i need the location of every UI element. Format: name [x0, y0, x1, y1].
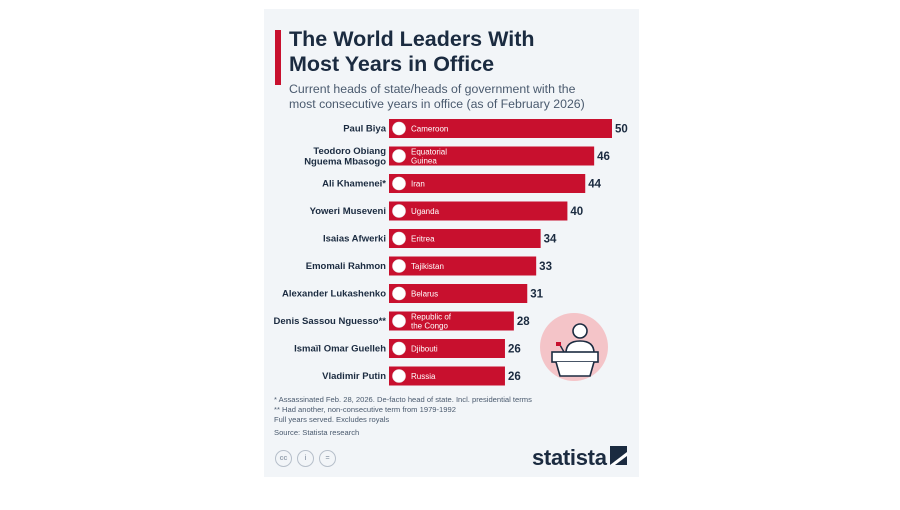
chart-title: The World Leaders With Most Years in Off…: [289, 27, 629, 77]
country-label: Tajikistan: [411, 262, 444, 271]
bar-row: Ali Khamenei* Iran 44: [322, 174, 602, 193]
bar-row: Isaias Afwerki Eritrea 34: [323, 229, 557, 248]
bar-value: 33: [539, 261, 552, 273]
subtitle-line-1: Current heads of state/heads of governme…: [289, 82, 576, 96]
leader-name: Denis Sassou Nguesso**: [274, 316, 387, 327]
flag-icon: [392, 314, 406, 328]
flag-icon: [392, 259, 406, 273]
flag-icon: [392, 369, 406, 383]
footnotes: * Assassinated Feb. 28, 2026. De-facto h…: [274, 395, 532, 438]
bar-value: 40: [570, 206, 583, 218]
bar-row: Emomali Rahmon Tajikistan 33: [306, 256, 552, 276]
country-label: Iran: [411, 179, 425, 188]
footnote-assassinated: * Assassinated Feb. 28, 2026. De-facto h…: [274, 395, 532, 404]
bar-chart: Paul Biya Cameroon 50 Teodoro Obiang Nguema …: [274, 119, 628, 386]
bar-value: 28: [517, 316, 530, 328]
country-label: Uganda: [411, 207, 440, 216]
country-label: Belarus: [411, 289, 438, 298]
statista-logo[interactable]: statista: [532, 445, 607, 470]
bar: [389, 201, 568, 221]
by-icon[interactable]: i: [297, 450, 314, 467]
flag-icon: [392, 121, 406, 136]
bar: [389, 284, 528, 303]
subtitle-line-2: most consecutive years in office (as of …: [289, 96, 585, 111]
leader-name: Isaias Afwerki: [323, 234, 386, 245]
country-label: Cameroon: [411, 124, 448, 133]
title-line-1: The World Leaders With: [289, 27, 535, 51]
statista-logo-mark-icon: [610, 446, 627, 465]
nd-icon[interactable]: =: [319, 450, 336, 467]
leader-name: Ismaïl Omar Guelleh: [294, 344, 386, 355]
bar: [389, 174, 586, 193]
bar: [389, 119, 612, 138]
leader-name: Emomali Rahmon: [306, 261, 386, 272]
bar-value: 34: [544, 234, 557, 246]
bar: [389, 339, 505, 358]
title-accent-bar: [275, 30, 281, 85]
bar-row: Vladimir Putin Russia 26: [322, 366, 521, 386]
leader-name: Teodoro Obiang Nguema Mbasogo: [304, 146, 386, 168]
bar-value: 31: [530, 289, 543, 301]
leader-name: Vladimir Putin: [322, 371, 386, 382]
country-label: Republic of the Congo: [411, 312, 452, 330]
title-line-2: Most Years in Office: [289, 52, 495, 76]
bar-row: Alexander Lukashenko Belarus 31: [282, 284, 544, 303]
footnote-non-consecutive: ** Had another, non-consecutive term fro…: [274, 405, 456, 414]
source-note: Source: Statista research: [274, 428, 360, 437]
country-label: Eritrea: [411, 234, 435, 243]
footnote-full-years: Full years served. Excludes royals: [274, 415, 390, 424]
bar-value: 26: [508, 371, 521, 383]
leader-name: Yoweri Museveni: [310, 206, 386, 217]
flag-icon: [392, 231, 406, 246]
bar: [389, 366, 505, 386]
bar-row: Ismaïl Omar Guelleh Djibouti 26: [294, 339, 521, 358]
bar-value: 44: [588, 179, 601, 191]
flag-icon: [392, 149, 406, 163]
bar-value: 26: [508, 344, 521, 356]
flag-icon: [392, 286, 406, 301]
flag-icon: [392, 204, 406, 218]
license-icons: cc i =: [275, 447, 341, 467]
bar: [389, 311, 514, 331]
bar-value: 46: [597, 151, 610, 163]
cc-icon[interactable]: cc: [275, 450, 292, 467]
country-label: Djibouti: [411, 344, 438, 353]
bar: [389, 229, 541, 248]
person-at-podium-icon: [540, 313, 608, 381]
flag-icon: [392, 341, 406, 356]
bar-row: Teodoro Obiang Nguema Mbasogo Equatorial Gu…: [304, 146, 610, 168]
bar-row: Yoweri Museveni Uganda 40: [310, 201, 583, 221]
country-label: Equatorial Guinea: [411, 147, 447, 165]
country-label: Russia: [411, 372, 436, 381]
leader-name: Alexander Lukashenko: [282, 289, 386, 300]
bar: [389, 256, 537, 276]
bar-row: Denis Sassou Nguesso** Republic of the Con…: [274, 311, 530, 331]
bar: [389, 146, 595, 166]
flag-icon: [392, 176, 406, 191]
bar-value: 50: [615, 124, 628, 136]
infographic-card: The World Leaders With Most Years in Off…: [264, 9, 639, 477]
bar-row: Paul Biya Cameroon 50: [343, 119, 628, 138]
leader-name: Paul Biya: [343, 124, 386, 135]
leader-name: Ali Khamenei*: [322, 179, 386, 190]
chart-subtitle: Current heads of state/heads of governme…: [289, 82, 629, 111]
